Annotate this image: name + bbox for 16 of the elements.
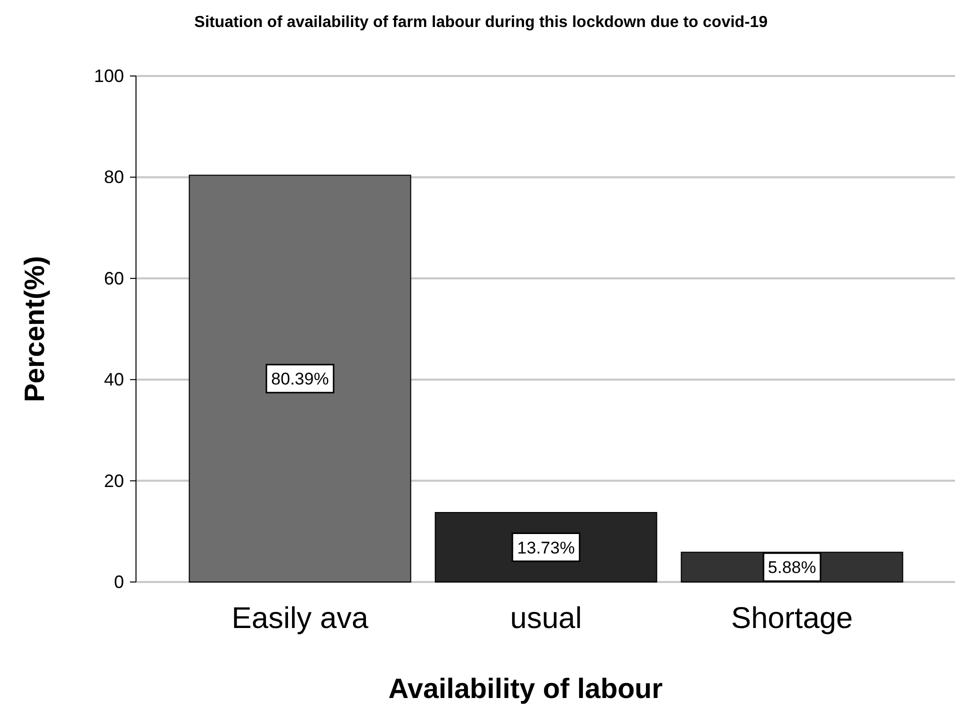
y-tick-label: 0	[114, 572, 124, 592]
bar	[188, 174, 412, 582]
y-tick-label: 80	[104, 167, 124, 188]
x-tick-label: usual	[510, 602, 582, 635]
y-tick-label: 20	[104, 470, 124, 491]
x-axis-title: Availability of labour	[388, 673, 663, 704]
data-label: 13.73%	[517, 538, 575, 558]
x-tick-label: Shortage	[731, 602, 853, 635]
data-label: 5.88%	[768, 558, 816, 578]
y-tick-label: 40	[104, 370, 124, 390]
data-label: 80.39%	[271, 370, 329, 389]
y-tick-label: 100	[94, 66, 124, 86]
chart-title: Situation of availability of farm labour during this lockdown due to covid-19	[194, 14, 768, 31]
y-axis-title: Percent(%)	[19, 256, 50, 402]
y-tick-label: 60	[104, 268, 124, 288]
x-tick-label: Easily ava	[232, 602, 369, 635]
